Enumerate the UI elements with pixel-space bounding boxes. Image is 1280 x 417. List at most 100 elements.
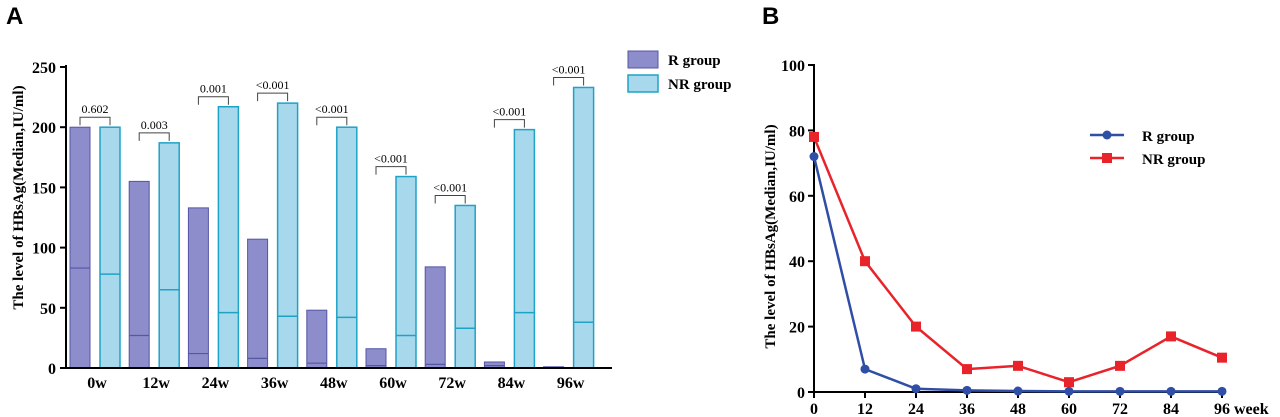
line-chart-panel: 0 20 40 60 80 100 0 12 24 36 48 60 72 84 96 week The … [763,58,1269,417]
point-r-group [1064,386,1074,396]
y-tick-label: 250 [32,60,56,77]
y-tick-label: 200 [32,120,56,137]
p-value-label: 0.003 [141,118,168,132]
line-chart-legend: R group NR group [1090,129,1206,168]
y-tick-label: 40 [789,254,805,271]
p-value-label: <0.001 [552,62,586,76]
point-nr-group [1166,331,1176,342]
point-nr-group [1115,360,1125,371]
significance-bracket [434,194,466,204]
point-nr-group [1064,377,1074,388]
point-nr-group [860,256,870,267]
line-chart-x-axis-title: week [1234,401,1269,417]
legend-label-nr-group: NR group [1142,152,1206,168]
point-r-group [1115,386,1125,396]
x-tick-label: 12w [142,375,170,392]
significance-bracket [553,76,585,86]
x-tick-label: 96w [557,375,585,392]
p-value-label: <0.001 [256,78,290,92]
x-tick-label: 48w [320,375,348,392]
bar-chart-x-ticks: 0w 12w 24w 36w 48w 60w 72w 84w 96w [87,375,585,392]
point-nr-group [911,321,921,332]
line-nr-group [812,136,1223,384]
p-value-label: 0.001 [200,82,227,96]
bar-r-group [128,180,150,369]
legend-label-r-group: R group [668,53,721,69]
x-tick-label: 96 [1214,401,1230,417]
y-tick-label: 150 [32,180,56,197]
significance-bracket [375,166,407,175]
bar-chart-panel: 0.602 0.003 0.001 <0.001 <0.001 <0.001 <0.001 <… [11,50,732,392]
y-tick-label: 100 [32,241,56,258]
bar-r-group [187,207,209,369]
point-r-group [1013,386,1023,396]
y-tick-label: 0 [48,361,56,378]
bar-nr-group [276,102,299,369]
bar-chart-y-ticks: 0 50 100 150 200 250 [32,60,66,378]
y-tick-label: 20 [789,320,805,337]
p-value-label: <0.001 [433,180,467,194]
p-value-label: <0.001 [493,105,527,119]
legend-label-r-group: R group [1142,129,1195,145]
significance-bracket [138,132,170,141]
point-r-group [809,152,819,162]
x-tick-label: 24w [202,375,230,392]
significance-bracket [79,116,111,126]
x-tick-label: 36 [959,401,975,417]
significance-brackets: 0.602 0.003 0.001 <0.001 <0.001 <0.001 <0.001 <… [79,62,586,204]
x-tick-label: 72w [438,375,466,392]
bar-nr-group [572,86,595,369]
point-r-group [962,385,972,395]
panel-a-label: A [6,3,23,30]
bar-r-group [306,309,328,369]
bar-r-group [247,238,269,369]
p-value-label: 0.602 [82,102,109,116]
significance-bracket [493,119,525,128]
bar-chart-legend: R group NR group [627,50,732,93]
bar-nr-group [395,175,417,369]
point-r-group [1217,386,1227,396]
x-tick-label: 60w [379,375,407,392]
bar-nr-group [336,126,358,369]
significance-bracket [316,116,348,126]
x-tick-label: 84 [1163,401,1179,417]
line-chart-series [809,131,1227,396]
y-tick-label: 0 [797,385,805,402]
line-chart-x-ticks: 0 12 24 36 48 60 72 84 96 [810,392,1230,417]
legend-swatch-r-group [627,50,659,69]
point-nr-group [1013,360,1023,371]
bar-chart-y-axis-title: The level of HBsAg(Median,IU/ml) [11,85,27,309]
x-tick-label: 0 [810,401,818,417]
point-nr-group [962,364,972,375]
significance-bracket [197,96,229,105]
legend-swatch-nr-group [627,74,659,93]
bar-nr-group [454,204,476,369]
x-tick-label: 84w [498,375,526,392]
x-tick-label: 12 [857,401,873,417]
point-r-group [1166,386,1176,396]
y-tick-label: 60 [789,189,805,206]
legend-label-nr-group: NR group [668,77,732,93]
point-r-group [860,364,870,374]
bar-nr-group [217,105,240,369]
significance-bracket [257,92,289,102]
p-value-label: <0.001 [374,152,408,166]
legend-marker-r-group [1102,130,1112,140]
bar-r-group [69,126,91,369]
panel-b-label: B [762,3,779,30]
y-tick-label: 100 [781,58,805,75]
line-chart-y-axis-title: The level of HBsAg(Median,IU/ml) [763,124,779,348]
point-nr-group [809,131,819,142]
bar-r-group [424,266,446,369]
y-tick-label: 80 [789,123,805,140]
y-tick-label: 50 [40,301,56,318]
point-r-group [911,384,921,394]
x-tick-label: 48 [1010,401,1026,417]
x-tick-label: 60 [1061,401,1077,417]
point-nr-group [1217,352,1227,363]
x-tick-label: 0w [87,375,107,392]
x-tick-label: 72 [1112,401,1128,417]
bar-nr-group [513,128,536,369]
x-tick-label: 24 [908,401,924,417]
